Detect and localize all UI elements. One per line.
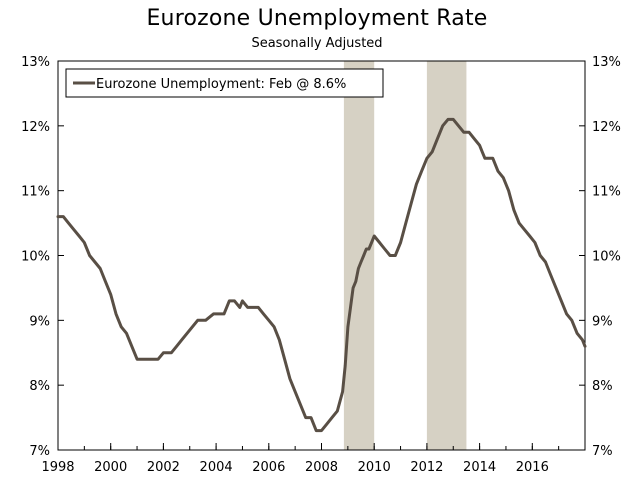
x-tick-label: 2004 — [200, 460, 233, 475]
x-tick-label: 1998 — [41, 460, 74, 475]
y-tick-label-left: 8% — [29, 379, 50, 394]
recession-shade-0 — [343, 61, 375, 450]
x-tick-label: 2010 — [358, 460, 391, 475]
series-line-0 — [56, 117, 587, 433]
y-tick-label-left: 12% — [21, 120, 50, 135]
x-tick-label: 2012 — [410, 460, 443, 475]
y-tick-label-right: 13% — [592, 55, 621, 70]
y-tick-label-right: 7% — [592, 444, 613, 459]
x-tick-label: 2000 — [94, 460, 127, 475]
legend-label: Eurozone Unemployment: Feb @ 8.6% — [96, 77, 346, 92]
y-tick-label-right: 8% — [592, 379, 613, 394]
x-tick-label: 2008 — [305, 460, 338, 475]
legend-box — [65, 68, 384, 98]
series-layer — [56, 117, 587, 433]
plot-frame — [57, 60, 586, 451]
x-tick-label: 2014 — [463, 460, 496, 475]
chart-subtitle: Seasonally Adjusted — [251, 36, 383, 51]
y-tick-label-left: 11% — [21, 185, 50, 200]
x-tick-label: 2006 — [252, 460, 285, 475]
y-tick-label-right: 10% — [592, 250, 621, 265]
chart-title: Eurozone Unemployment Rate — [146, 6, 488, 31]
x-tick-label: 2002 — [147, 460, 180, 475]
y-tick-label-right: 9% — [592, 314, 613, 329]
y-tick-label-left: 13% — [21, 55, 50, 70]
axis-ticks-layer: 7% 7% 8% 8% 9% 9% 10% 10% 11% 11% 12% 12% 13% 13% 1998… — [21, 55, 621, 475]
x-tick-label: 2016 — [516, 460, 549, 475]
y-tick-label-right: 11% — [592, 185, 621, 200]
y-tick-label-left: 9% — [29, 314, 50, 329]
y-tick-label-left: 10% — [21, 250, 50, 265]
legend: Eurozone Unemployment: Feb @ 8.6% — [65, 68, 384, 98]
y-tick-label-left: 7% — [29, 444, 50, 459]
y-tick-label-right: 12% — [592, 120, 621, 135]
